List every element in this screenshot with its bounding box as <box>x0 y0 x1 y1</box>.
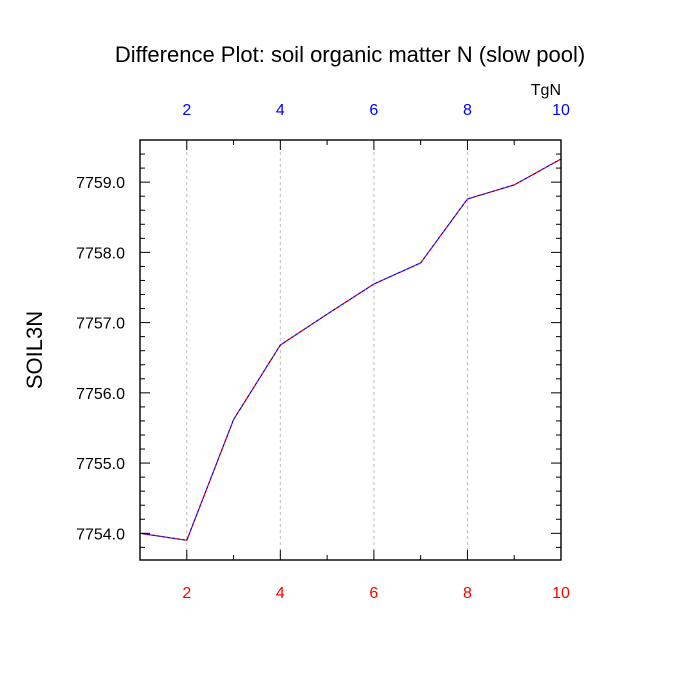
y-tick-label: 7756.0 <box>76 386 125 403</box>
x-tick-label-bottom: 8 <box>463 585 472 602</box>
series-line <box>139 158 562 541</box>
chart-title: Difference Plot: soil organic matter N (… <box>115 42 585 67</box>
x-tick-label-bottom: 10 <box>552 585 570 602</box>
y-tick-label: 7757.0 <box>76 316 125 333</box>
x-tick-label-top: 4 <box>276 102 285 119</box>
x-tick-label-bottom: 4 <box>276 585 285 602</box>
y-tick-label: 7758.0 <box>76 245 125 262</box>
x-tick-label-bottom: 2 <box>182 585 191 602</box>
series-lines <box>139 158 562 541</box>
units-label: TgN <box>531 82 561 99</box>
x-tick-label-top: 10 <box>552 102 570 119</box>
y-axis-label: SOIL3N <box>22 311 47 389</box>
x-tick-label-bottom: 6 <box>369 585 378 602</box>
grid-lines <box>186 140 562 560</box>
x-tick-label-top: 2 <box>182 102 191 119</box>
x-tick-label-top: 6 <box>369 102 378 119</box>
tick-labels: 7754.0 7755.0 7756.0 7757.0 7758.0 7759.0 2 2 4 4… <box>76 102 570 602</box>
y-tick-label: 7755.0 <box>76 456 125 473</box>
y-tick-label: 7759.0 <box>76 175 125 192</box>
y-tick-label: 7754.0 <box>76 526 125 543</box>
series-line <box>139 158 562 541</box>
x-tick-label-top: 8 <box>463 102 472 119</box>
plot-frame <box>139 139 562 561</box>
